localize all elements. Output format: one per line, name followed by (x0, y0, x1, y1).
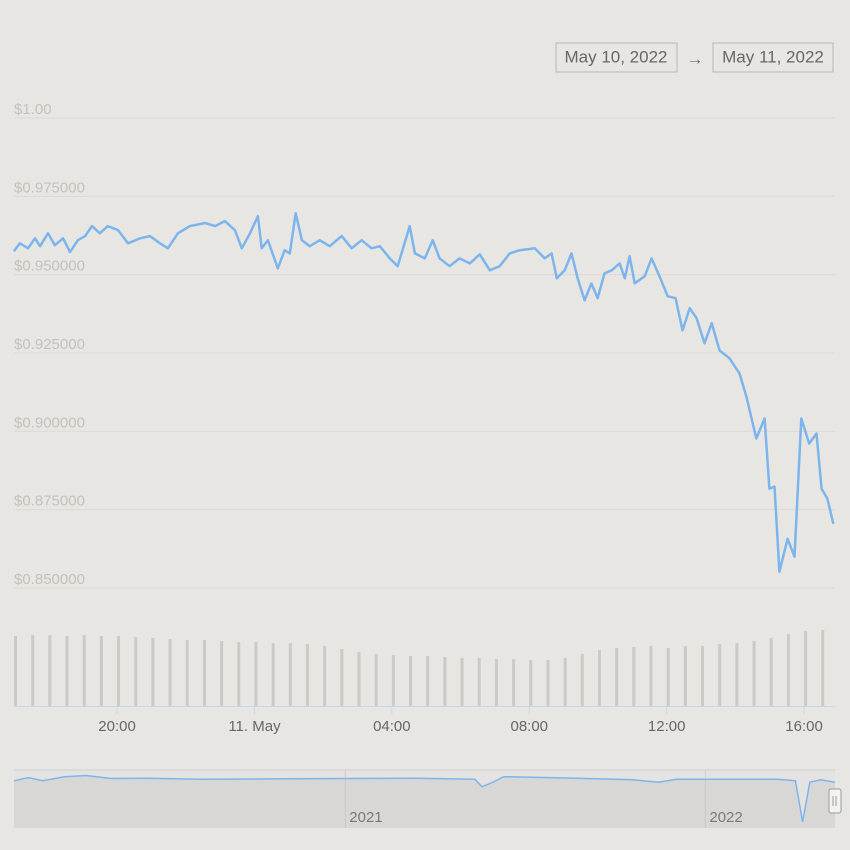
volume-bar (735, 643, 739, 706)
volume-bar (168, 639, 172, 706)
volume-bar (357, 652, 361, 706)
volume-bar (615, 648, 619, 706)
date-arrow: → (687, 49, 704, 68)
volume-bar (529, 660, 533, 706)
navigator-handle[interactable] (828, 788, 842, 814)
volume-bar (99, 636, 103, 706)
date-from[interactable]: May 10, 2022 (564, 47, 667, 66)
volume-bar (82, 635, 86, 706)
navigator-tick-label: 2021 (349, 809, 382, 826)
y-tick-label: $0.925000 (14, 336, 85, 353)
date-to-box[interactable] (712, 42, 834, 73)
volume-bar (48, 635, 52, 706)
volume-bar (14, 636, 17, 706)
volume-bar (426, 656, 430, 706)
y-tick-label: $0.850000 (14, 571, 85, 588)
volume-bar (769, 638, 773, 706)
volume-bar (185, 640, 189, 706)
price-line (12, 212, 835, 573)
volume-bar (271, 643, 275, 706)
y-tick-label: $0.875000 (14, 493, 85, 510)
volume-bar (563, 658, 567, 706)
volume-bar (134, 637, 138, 706)
volume-bar (666, 648, 670, 706)
volume-bar (718, 644, 722, 706)
x-tick-label: 16:00 (785, 718, 823, 735)
volume-bar (391, 655, 395, 706)
volume-bar (786, 634, 790, 706)
volume-bar (460, 658, 464, 706)
y-tick-label: $0.950000 (14, 258, 85, 275)
volume-bar (580, 654, 584, 706)
volume-bar (202, 640, 206, 706)
x-tick-label: 20:00 (98, 718, 136, 735)
volume-bar (31, 635, 35, 706)
volume-bar (409, 656, 413, 706)
volume-bar (804, 631, 808, 706)
navigator-tick-label: 2022 (709, 809, 742, 826)
volume-bar (477, 658, 481, 706)
volume-bar (632, 647, 636, 706)
x-tick-label: 11. May (228, 718, 281, 735)
volume-bar (374, 654, 378, 706)
navigator-area (14, 775, 835, 828)
volume-bar (220, 641, 224, 706)
volume-bar (752, 641, 756, 706)
x-tick-label: 08:00 (510, 718, 548, 735)
y-tick-label: $1.00 (14, 101, 52, 118)
volume-bar (117, 636, 121, 706)
volume-bar (305, 644, 309, 706)
x-tick-label: 04:00 (373, 718, 411, 735)
volume-bar (65, 636, 69, 706)
volume-bar (151, 638, 155, 706)
volume-bar (597, 650, 601, 706)
date-from-box[interactable] (555, 42, 678, 73)
navigator-line (13, 774, 836, 823)
volume-bar (254, 642, 258, 706)
volume-bar (701, 646, 705, 706)
volume-bar (340, 649, 344, 706)
y-tick-label: $0.900000 (14, 414, 85, 431)
volume-bar (512, 659, 516, 706)
volume-bar (546, 660, 550, 706)
volume-bar (649, 646, 653, 706)
volume-bar (821, 630, 825, 706)
date-to[interactable]: May 11, 2022 (722, 47, 824, 66)
volume-bar (323, 646, 327, 706)
y-tick-label: $0.975000 (14, 179, 85, 196)
volume-bar (288, 643, 292, 706)
volume-bar (494, 659, 498, 706)
volume-bar (443, 657, 447, 706)
volume-bar (683, 646, 687, 706)
volume-bar (237, 642, 241, 706)
x-tick-label: 12:00 (648, 718, 686, 735)
